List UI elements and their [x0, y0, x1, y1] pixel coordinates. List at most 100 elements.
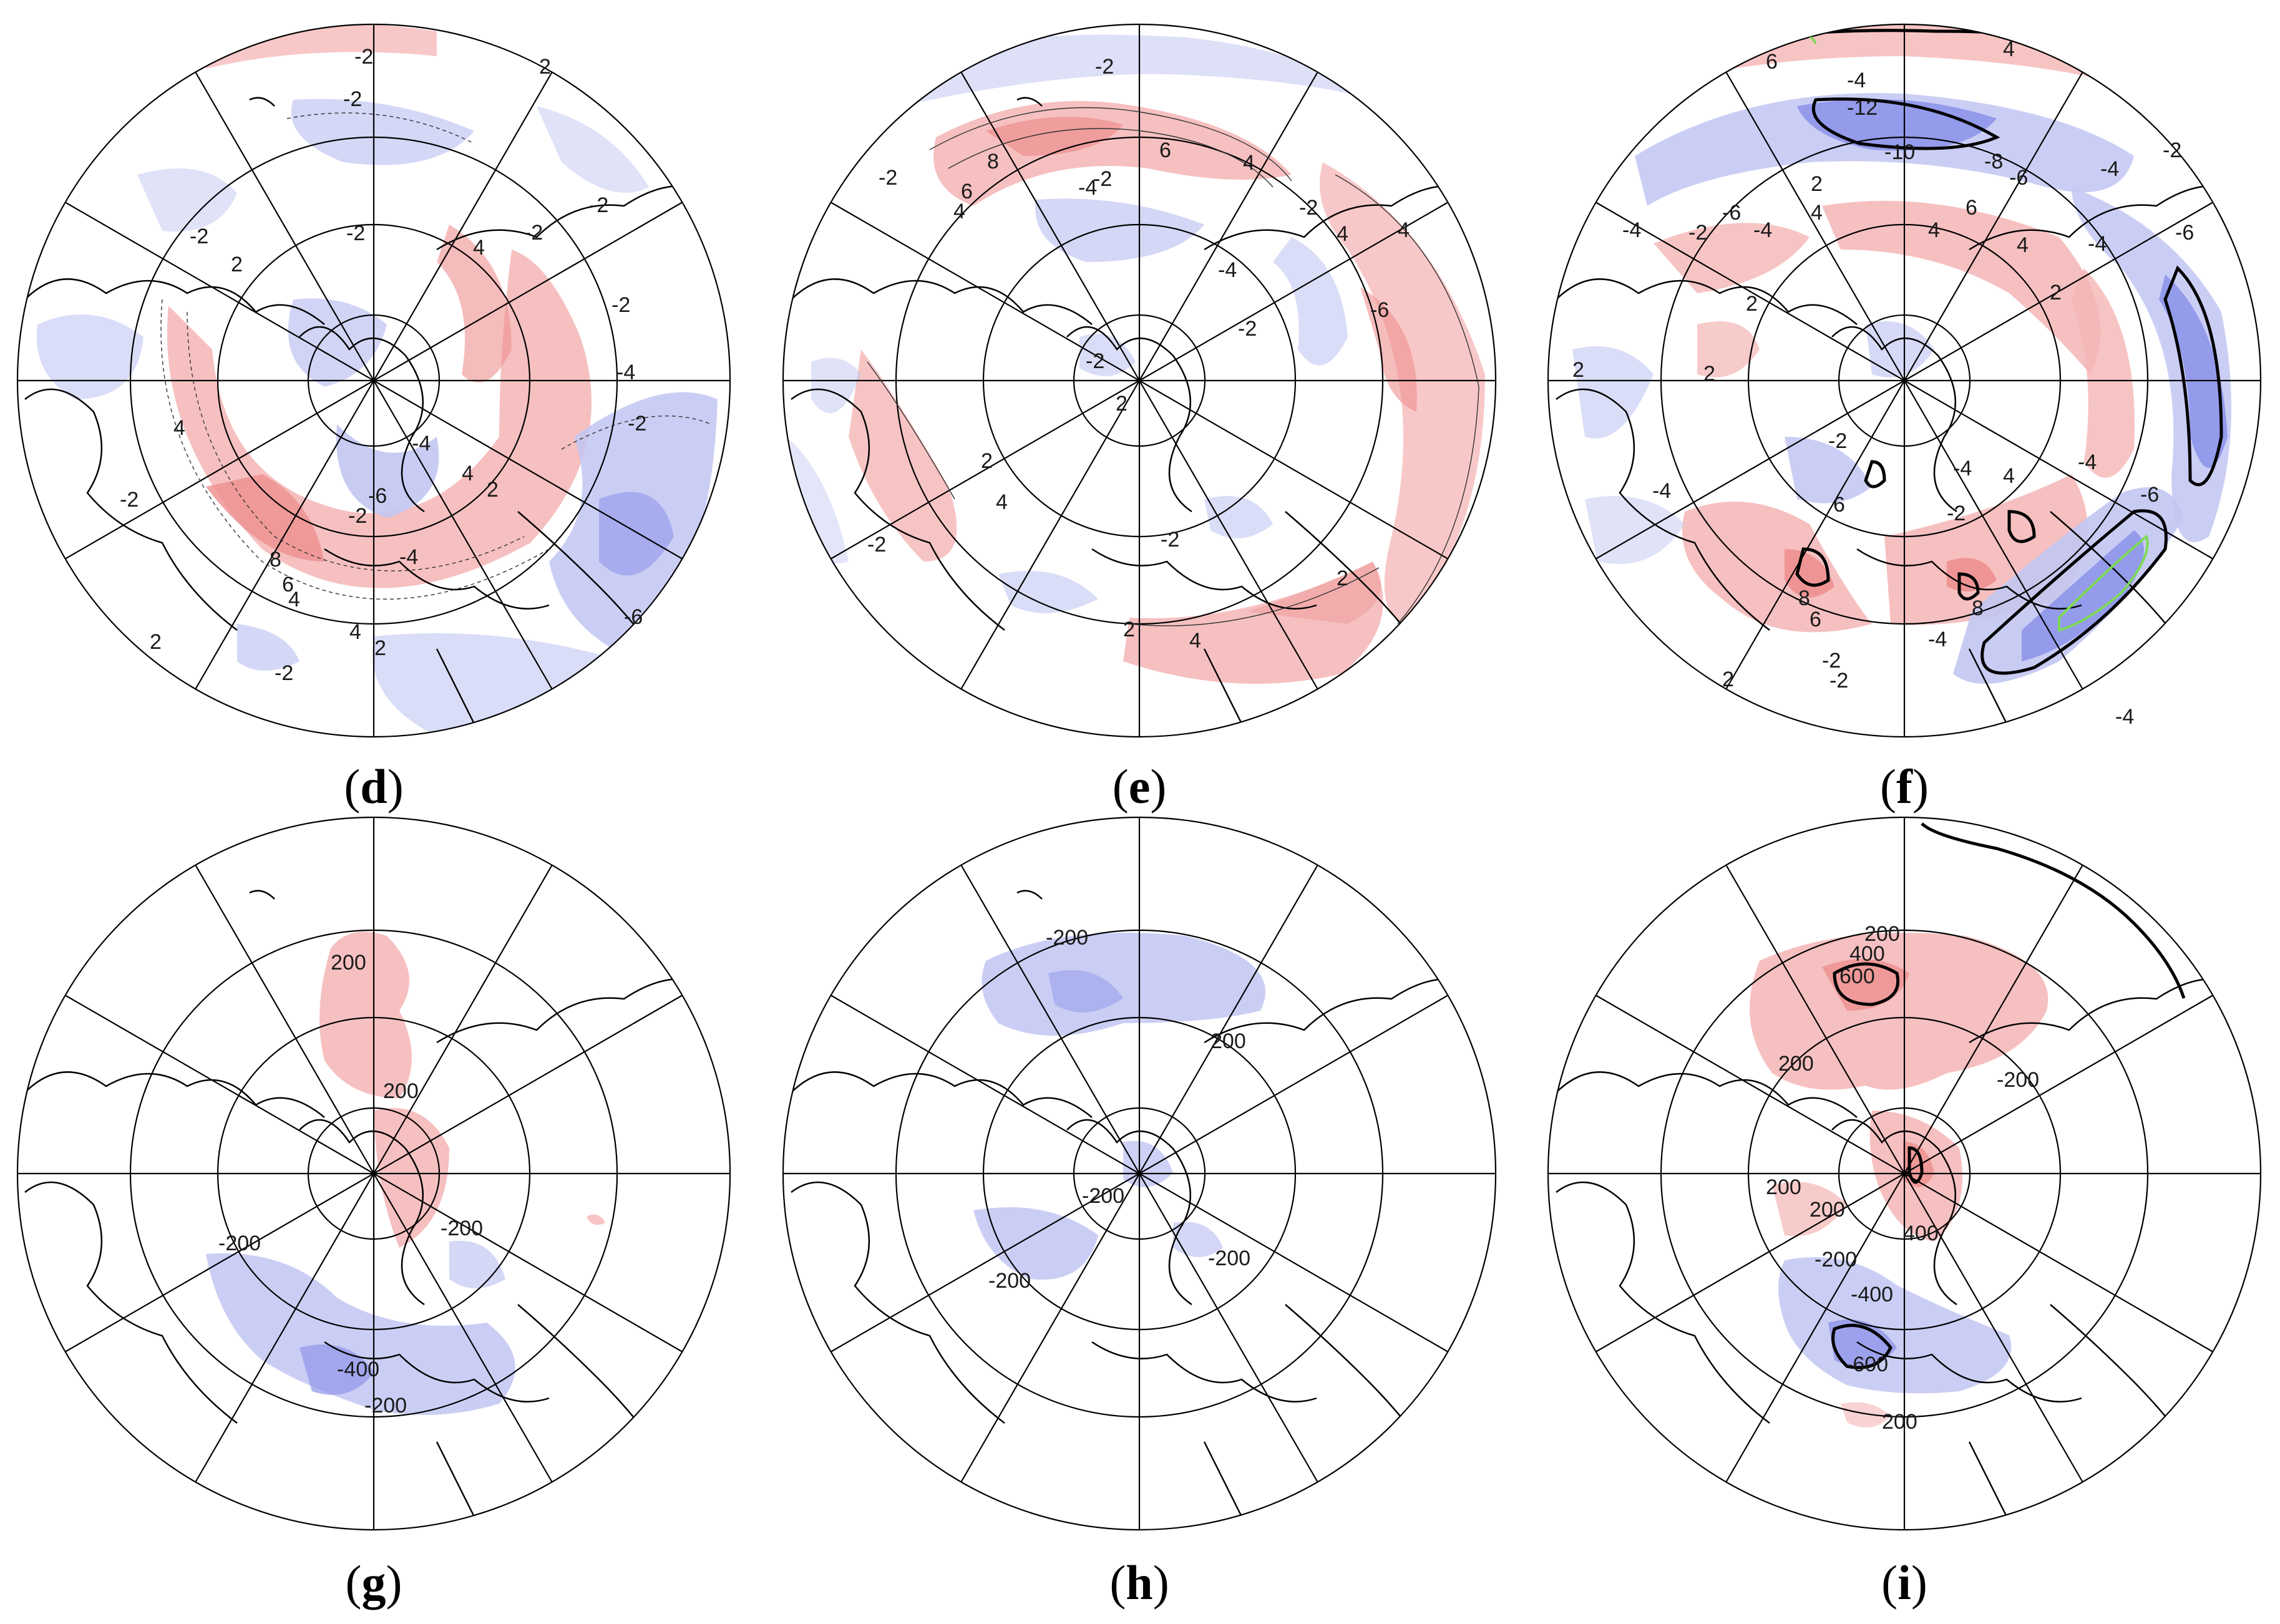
panel-h-labels: -200 200 -200 -200 -200	[988, 926, 1250, 1293]
contour-label: -2	[348, 504, 367, 528]
contour-label: 2	[1337, 566, 1348, 590]
contour-label: 4	[953, 200, 965, 223]
contour-label: 4	[473, 236, 485, 260]
panel-g-letter: g	[361, 1555, 386, 1610]
panel-i-graticule	[1547, 816, 2262, 1531]
contour-label: -200	[1046, 926, 1088, 950]
contour-label: -200	[1815, 1248, 1857, 1271]
contour-label: 6	[1766, 50, 1778, 74]
contour-label: -2	[2163, 139, 2181, 162]
contour-label: -2	[1688, 221, 1707, 245]
panel-f-letter: f	[1896, 759, 1912, 814]
contour-label: -200	[1997, 1068, 2039, 1092]
contour-label: -4	[616, 361, 635, 384]
panel-e-letter: e	[1128, 759, 1151, 814]
panel-g-graticule	[16, 816, 731, 1531]
panel-f-labels: 4 6 -4 -12 -10 -8 -6 -4 -2 -4 -6 -4 2 4 …	[1572, 37, 2194, 729]
contour-label: 4	[1928, 218, 1940, 242]
panel-i-significance	[1831, 822, 2186, 1369]
contour-label: -2	[1161, 528, 1179, 552]
contour-label: 8	[1972, 596, 1984, 620]
contour-label: 200	[383, 1079, 419, 1103]
contour-label: -200	[988, 1269, 1031, 1293]
contour-label: -4	[412, 432, 431, 455]
contour-label: -2	[343, 87, 362, 111]
panel-h-coastlines	[791, 890, 1461, 1517]
panel-f-shading	[1572, 24, 2231, 684]
contour-label: -8	[1984, 150, 2003, 173]
contour-label: -2	[1299, 196, 1318, 220]
contour-label: 4	[2003, 464, 2015, 488]
panel-h-shading	[973, 933, 1265, 1280]
contour-label: -4	[1078, 176, 1097, 200]
contour-label: 400	[1903, 1222, 1939, 1245]
contour-label: 2	[1123, 618, 1135, 641]
contour-label: -2	[190, 225, 208, 248]
contour-label: -2	[867, 533, 886, 557]
contour-label: 200	[1882, 1410, 1917, 1434]
contour-label: -400	[337, 1358, 379, 1381]
contour-label: -2	[346, 221, 365, 245]
panel-d-graticule	[16, 23, 731, 738]
contour-label: 600	[1839, 965, 1875, 988]
contour-label: -2	[1238, 317, 1257, 341]
contour-label: -6	[2140, 483, 2159, 507]
contour-label: -4	[1928, 628, 1947, 651]
contour-label: -6	[368, 484, 387, 508]
contour-label: 2	[1811, 172, 1823, 196]
contour-label: -12	[1847, 96, 1878, 120]
contour-label: 8	[1798, 586, 1810, 610]
contour-label: 6	[1159, 139, 1171, 162]
contour-label: 4	[349, 620, 361, 644]
contour-label: 4	[1398, 218, 1410, 242]
contour-label: 200	[331, 951, 366, 975]
contour-label: 4	[2017, 233, 2029, 257]
contour-label: 4	[288, 588, 300, 611]
contour-label: -200	[441, 1217, 483, 1240]
contour-label: -2	[120, 488, 139, 512]
contour-label: 6	[1833, 493, 1845, 517]
panel-g-labels: 200 200 -200 -200 -400 -200	[218, 951, 483, 1417]
contour-label: -4	[1218, 258, 1237, 282]
panel-h-letter: h	[1126, 1555, 1153, 1610]
contour-label: 8	[987, 150, 999, 173]
contour-label: -2	[1095, 55, 1114, 79]
panel-g-caption: (g)	[345, 1555, 402, 1610]
contour-label: 2	[539, 55, 551, 79]
contour-label: -2	[879, 166, 897, 190]
contour-label: -4	[1847, 69, 1866, 92]
panel-e-shading	[786, 34, 1485, 684]
contour-label: 6	[1810, 608, 1821, 631]
contour-label: -6	[1722, 201, 1741, 225]
contour-label: 2	[1116, 392, 1128, 416]
contour-label: 4	[462, 462, 474, 485]
panel-g-shading	[206, 931, 605, 1415]
panel-h-graticule	[782, 816, 1497, 1531]
contour-label: 4	[1243, 151, 1255, 175]
panel-e-labels: -2 -2 8 6 6 4 4 -2 -4 -2 4 4 -4 -6 -2 2 …	[867, 55, 1410, 653]
contour-label: -2	[1829, 669, 1848, 693]
contour-label: -6	[2175, 221, 2194, 245]
contour-label: -2	[590, 193, 608, 217]
contour-label: 200	[1211, 1029, 1246, 1053]
contour-label: -200	[218, 1232, 261, 1255]
panel-i-letter: i	[1898, 1555, 1911, 1610]
contour-label: -2	[524, 221, 543, 245]
contour-label: 8	[270, 548, 281, 571]
panel-h-caption: (h)	[1109, 1555, 1169, 1610]
contour-label: -2	[1822, 649, 1841, 673]
contour-label: 2	[487, 478, 499, 502]
contour-label: 2	[1722, 668, 1734, 691]
panel-e-map: -2 -2 8 6 6 4 4 -2 -4 -2 4 4 -4 -6 -2 2 …	[782, 23, 1497, 738]
panel-e-contours	[867, 107, 1479, 626]
panel-e-caption: (e)	[1112, 759, 1167, 814]
contour-label: 200	[1766, 1175, 1801, 1199]
contour-label: -200	[1208, 1247, 1250, 1270]
contour-label: -2	[275, 661, 293, 685]
panel-f-caption: (f)	[1880, 759, 1929, 814]
contour-label: -2	[354, 45, 373, 69]
contour-label: -6	[624, 605, 643, 629]
contour-label: 4	[1337, 222, 1348, 246]
contour-label: 4	[996, 490, 1008, 514]
contour-label: 2	[981, 449, 993, 473]
